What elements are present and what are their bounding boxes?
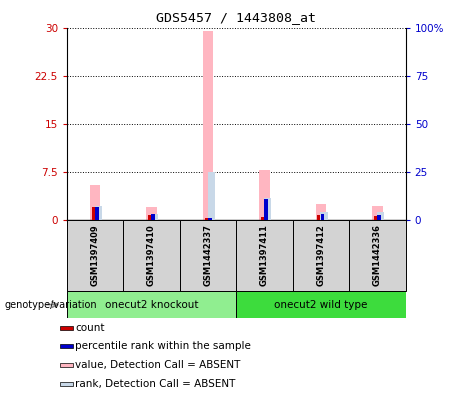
- Bar: [147, 207, 157, 220]
- Bar: [349, 220, 406, 291]
- Bar: [90, 185, 100, 220]
- Bar: [207, 172, 215, 220]
- Bar: [377, 212, 384, 220]
- Bar: [264, 200, 268, 220]
- Title: GDS5457 / 1443808_at: GDS5457 / 1443808_at: [156, 11, 316, 24]
- Bar: [318, 215, 321, 220]
- Bar: [374, 216, 378, 220]
- Bar: [205, 217, 208, 220]
- Text: GSM1397409: GSM1397409: [90, 225, 100, 286]
- Bar: [151, 214, 158, 220]
- Text: onecut2 wild type: onecut2 wild type: [274, 299, 368, 310]
- Bar: [293, 220, 349, 291]
- Text: rank, Detection Call = ABSENT: rank, Detection Call = ABSENT: [76, 379, 236, 389]
- Bar: [95, 206, 102, 220]
- Bar: [377, 215, 381, 220]
- Text: percentile rank within the sample: percentile rank within the sample: [76, 342, 251, 351]
- Text: GSM1442336: GSM1442336: [373, 224, 382, 286]
- Text: genotype/variation: genotype/variation: [5, 299, 97, 310]
- Bar: [207, 218, 212, 220]
- Bar: [320, 212, 328, 220]
- Bar: [95, 207, 99, 220]
- Bar: [92, 207, 95, 220]
- Bar: [123, 220, 180, 291]
- Text: count: count: [76, 323, 105, 332]
- Bar: [67, 220, 123, 291]
- Text: GSM1397412: GSM1397412: [316, 224, 325, 286]
- Text: onecut2 knockout: onecut2 knockout: [105, 299, 198, 310]
- Text: GSM1442337: GSM1442337: [203, 224, 213, 286]
- Bar: [60, 326, 73, 330]
- Bar: [60, 382, 73, 386]
- Bar: [67, 291, 236, 318]
- Bar: [60, 344, 73, 348]
- Bar: [148, 215, 152, 220]
- Bar: [236, 220, 293, 291]
- Bar: [151, 214, 155, 220]
- Bar: [236, 291, 406, 318]
- Bar: [320, 214, 325, 220]
- Bar: [180, 220, 236, 291]
- Bar: [261, 217, 265, 220]
- Bar: [372, 206, 383, 220]
- Text: GSM1397410: GSM1397410: [147, 224, 156, 286]
- Bar: [264, 198, 271, 220]
- Bar: [316, 204, 326, 220]
- Text: GSM1397411: GSM1397411: [260, 224, 269, 286]
- Text: value, Detection Call = ABSENT: value, Detection Call = ABSENT: [76, 360, 241, 370]
- Bar: [60, 363, 73, 367]
- Bar: [260, 170, 270, 220]
- Bar: [203, 31, 213, 220]
